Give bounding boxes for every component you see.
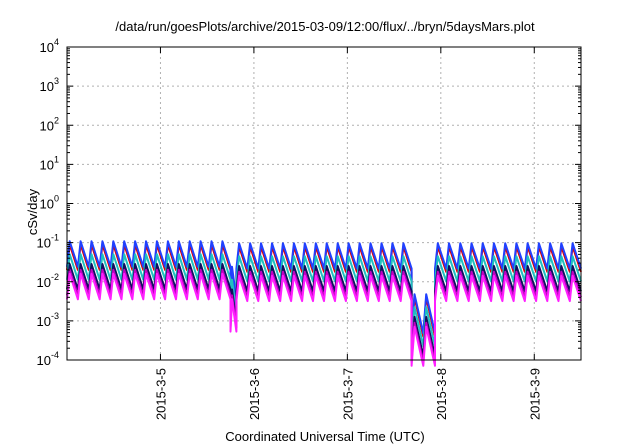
y-ticks: 10-4 10-3 10-2 10-1 100 101 102 103 104 (37, 37, 581, 368)
y-tick-label: 103 (40, 76, 59, 94)
x-tick-label: 2015-3-5 (153, 368, 168, 420)
y-tick-label: 100 (40, 194, 59, 212)
series-group (66, 240, 582, 367)
grid (67, 47, 581, 360)
y-tick-label: 10-3 (37, 311, 59, 329)
x-tick-label: 2015-3-6 (247, 368, 262, 420)
x-axis-label: Coordinated Universal Time (UTC) (225, 429, 424, 444)
y-axis-label: cSv/day (25, 188, 40, 235)
x-ticks: 2015-3-5 2015-3-6 2015-3-7 2015-3-8 2015-3-9 (153, 47, 542, 420)
series-line (66, 240, 582, 335)
y-tick-label: 101 (40, 154, 59, 172)
y-tick-label: 10-1 (37, 233, 59, 251)
x-tick-label: 2015-3-9 (527, 368, 542, 420)
y-tick-label: 104 (40, 37, 59, 55)
y-tick-label: 10-2 (37, 272, 59, 290)
series-line (66, 272, 582, 367)
chart-title: /data/run/goesPlots/archive/2015-03-09/1… (115, 19, 535, 34)
x-tick-label: 2015-3-8 (434, 368, 449, 420)
x-tick-label: 2015-3-7 (340, 368, 355, 420)
y-tick-label: 10-4 (37, 350, 59, 368)
y-tick-label: 102 (40, 115, 59, 133)
series-line (66, 253, 582, 348)
